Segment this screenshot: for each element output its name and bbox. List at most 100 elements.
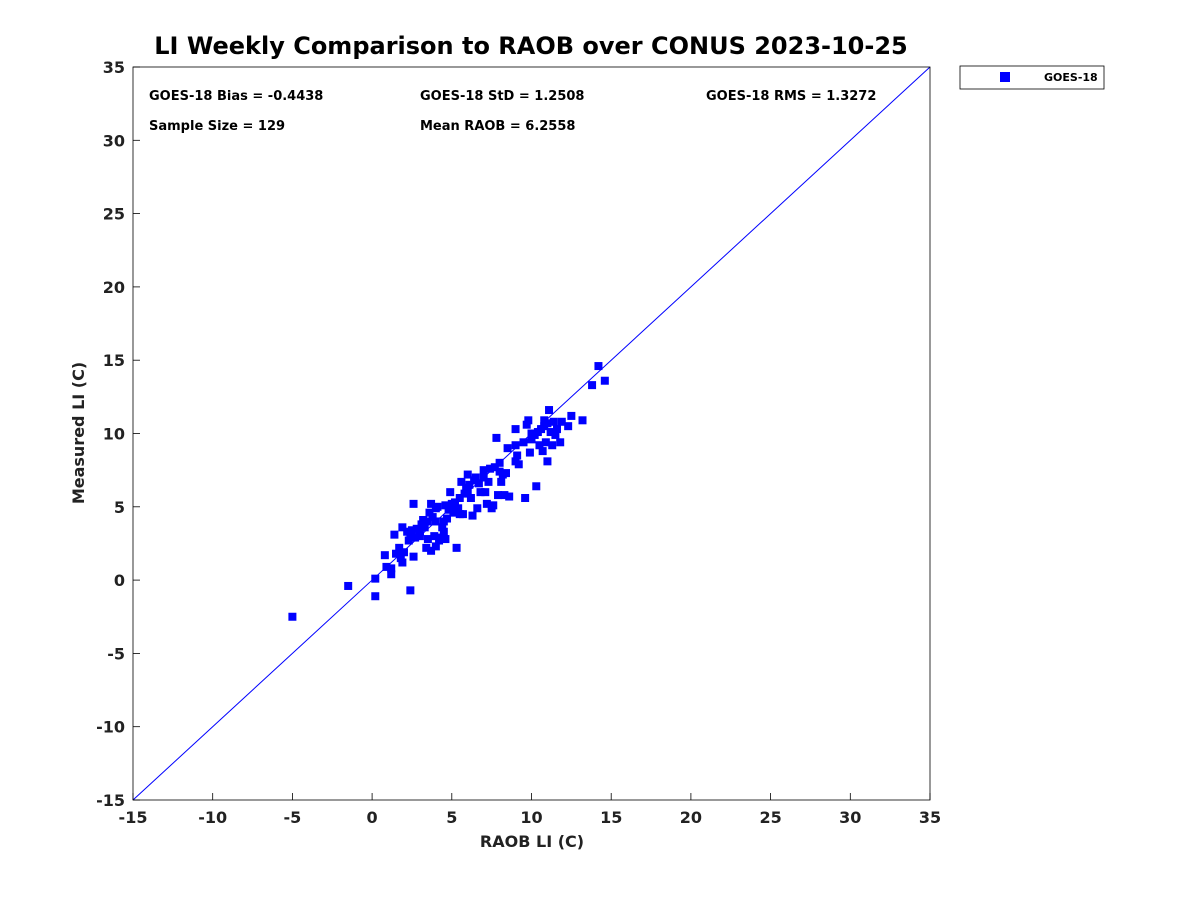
- data-point: [392, 549, 401, 558]
- data-point: [567, 411, 576, 420]
- data-point: [446, 488, 455, 497]
- x-tick-label: 20: [680, 808, 702, 827]
- data-point: [511, 441, 520, 450]
- data-point: [441, 535, 450, 544]
- data-point: [600, 376, 609, 385]
- x-axis-label: RAOB LI (C): [480, 832, 584, 851]
- stat-bias: GOES-18 Bias = -0.4438: [149, 89, 323, 104]
- data-point: [497, 477, 506, 486]
- legend: GOES-18: [959, 65, 1105, 90]
- y-tick-label: 25: [103, 205, 125, 224]
- data-point: [540, 416, 549, 425]
- data-point: [494, 491, 503, 500]
- data-point: [519, 438, 528, 447]
- x-tick-label: -10: [198, 808, 227, 827]
- data-point: [546, 428, 555, 437]
- data-point: [503, 444, 512, 453]
- data-point: [380, 551, 389, 560]
- legend-entry-goes-18: GOES-18: [1044, 71, 1098, 84]
- data-point: [454, 504, 463, 513]
- data-point: [390, 530, 399, 539]
- stat-mean-raob: Mean RAOB = 6.2558: [420, 119, 575, 134]
- x-tick-label: 30: [839, 808, 861, 827]
- data-point: [486, 464, 495, 473]
- plot-area: -15 -10 -5 0 5 10 15 20 25 30 35 -15 -10 -5 0 5 10 15 20 2…: [96, 58, 941, 827]
- y-tick-label: 0: [114, 571, 125, 590]
- data-point: [521, 494, 530, 503]
- data-point: [443, 514, 452, 523]
- data-point: [524, 416, 533, 425]
- x-tick-label: 35: [919, 808, 941, 827]
- chart-title: LI Weekly Comparison to RAOB over CONUS …: [154, 32, 907, 60]
- data-point: [548, 441, 557, 450]
- stat-sample-size: Sample Size = 129: [149, 119, 285, 134]
- data-point: [371, 574, 380, 583]
- y-axis-label: Measured LI (C): [69, 362, 88, 504]
- data-point: [543, 457, 552, 466]
- data-point: [395, 543, 404, 552]
- data-point: [399, 548, 408, 557]
- data-point: [457, 477, 466, 486]
- data-point: [427, 499, 436, 508]
- y-axis-ticks: -15 -10 -5 0 5 10 15 20 25 30 35: [96, 58, 140, 810]
- data-point: [495, 458, 504, 467]
- data-point: [471, 473, 480, 482]
- stat-rms: GOES-18 RMS = 1.3272: [706, 89, 876, 104]
- data-point: [387, 570, 396, 579]
- data-point: [430, 532, 439, 541]
- data-point: [288, 612, 297, 621]
- data-point: [463, 486, 472, 495]
- data-point: [420, 523, 429, 532]
- y-tick-label: 10: [103, 425, 125, 444]
- data-point: [549, 417, 558, 426]
- data-point: [556, 438, 565, 447]
- data-point: [511, 425, 520, 434]
- data-point: [501, 469, 510, 478]
- y-tick-label: -10: [96, 718, 125, 737]
- data-point: [527, 435, 536, 444]
- x-tick-label: 10: [520, 808, 542, 827]
- x-tick-label: 25: [759, 808, 781, 827]
- y-tick-label: 20: [103, 278, 125, 297]
- data-point: [545, 406, 554, 415]
- data-point: [452, 543, 461, 552]
- y-tick-label: 5: [114, 498, 125, 517]
- data-point: [484, 477, 493, 486]
- data-point: [431, 517, 440, 526]
- data-point: [466, 494, 475, 503]
- y-tick-label: -5: [107, 644, 125, 663]
- data-point: [551, 430, 560, 439]
- data-point: [500, 491, 509, 500]
- data-point: [403, 527, 412, 536]
- data-point: [407, 526, 416, 535]
- data-point: [463, 470, 472, 479]
- data-point: [538, 447, 547, 456]
- data-point: [588, 381, 597, 390]
- data-point: [409, 552, 418, 561]
- data-point: [465, 480, 474, 489]
- data-point: [476, 488, 485, 497]
- data-point: [482, 499, 491, 508]
- x-tick-label: 0: [367, 808, 378, 827]
- data-points: [288, 362, 609, 621]
- data-point: [371, 592, 380, 601]
- data-point: [438, 523, 447, 532]
- data-point: [382, 562, 391, 571]
- data-point: [344, 581, 353, 590]
- data-point: [406, 586, 415, 595]
- data-point: [404, 536, 413, 545]
- y-tick-label: 35: [103, 58, 125, 77]
- data-point: [406, 532, 415, 541]
- data-point: [415, 532, 424, 541]
- data-point: [422, 543, 431, 552]
- data-point: [436, 533, 445, 542]
- x-tick-label: 5: [446, 808, 457, 827]
- data-point: [398, 523, 407, 532]
- data-point: [455, 510, 464, 519]
- x-tick-label: 15: [600, 808, 622, 827]
- data-point: [564, 422, 573, 431]
- data-point: [514, 460, 523, 469]
- x-tick-label: -15: [119, 808, 148, 827]
